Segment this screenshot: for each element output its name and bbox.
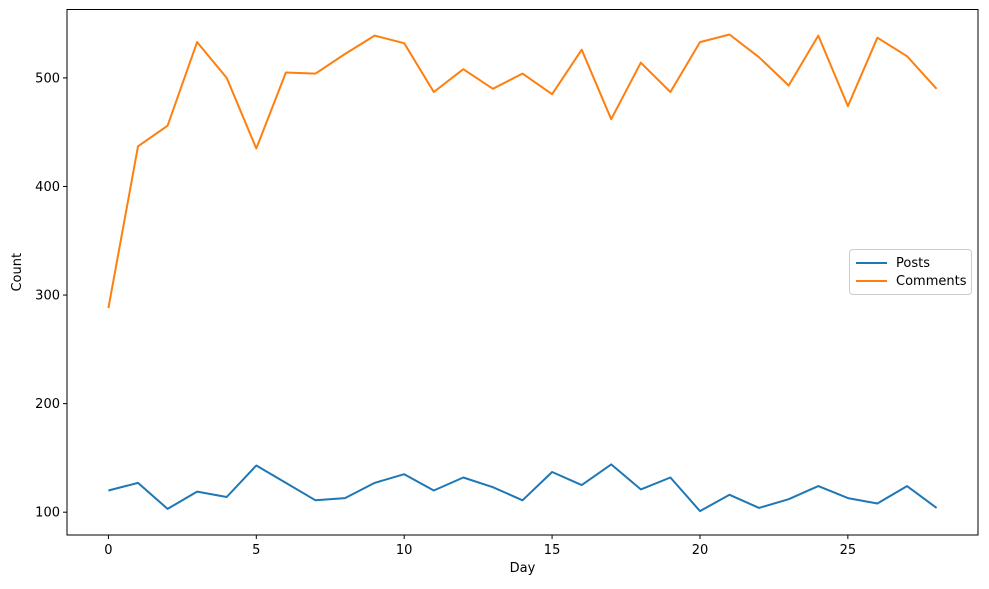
y-tick-label: 300 bbox=[35, 289, 60, 304]
x-tick-label: 20 bbox=[692, 543, 709, 558]
y-tick-label: 500 bbox=[35, 71, 60, 86]
y-axis-title: Count bbox=[10, 253, 25, 292]
series-line-comments bbox=[107, 33, 938, 309]
y-tick-label: 400 bbox=[35, 180, 60, 195]
y-tick-label: 100 bbox=[35, 506, 60, 521]
x-tick-label: 10 bbox=[396, 543, 413, 558]
y-tick-label: 200 bbox=[35, 397, 60, 412]
posts-line-sample-icon bbox=[856, 262, 887, 264]
plot-border bbox=[66, 9, 979, 536]
legend: Posts Comments bbox=[849, 249, 972, 295]
legend-label-posts: Posts bbox=[896, 255, 930, 271]
legend-entry-comments: Comments bbox=[856, 273, 967, 289]
plot-area: 0 5 10 15 20 25 100 200 300 400 500 bbox=[35, 9, 979, 558]
x-tick-label: 0 bbox=[104, 543, 112, 558]
comments-line-sample-icon bbox=[856, 280, 887, 282]
series-line-posts bbox=[108, 463, 938, 513]
x-tick-label: 5 bbox=[252, 543, 260, 558]
x-tick-label: 25 bbox=[840, 543, 857, 558]
x-axis-title: Day bbox=[510, 561, 536, 576]
legend-entry-posts: Posts bbox=[856, 257, 963, 270]
legend-label-comments: Comments bbox=[896, 273, 967, 289]
x-tick-label: 15 bbox=[544, 543, 561, 558]
